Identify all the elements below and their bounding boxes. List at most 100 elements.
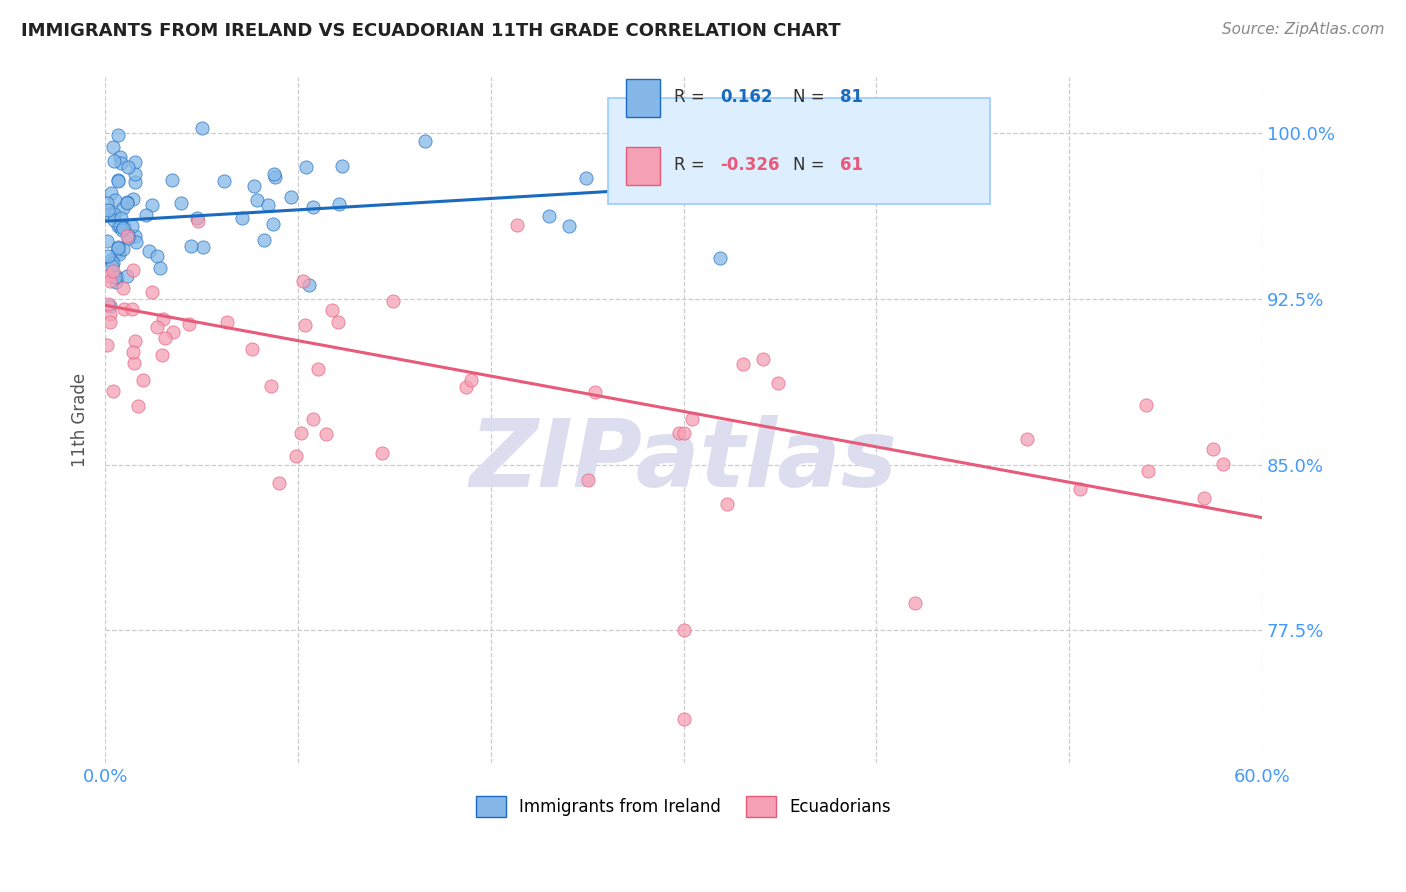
Point	[716, 497, 738, 511]
Point	[575, 171, 598, 186]
Point	[295, 160, 318, 174]
Point	[330, 159, 353, 173]
Point	[104, 275, 127, 289]
Point	[149, 260, 172, 275]
Point	[321, 303, 343, 318]
Point	[96, 195, 118, 210]
Point	[162, 325, 184, 339]
Point	[681, 411, 703, 425]
Point	[101, 140, 124, 154]
Point	[152, 311, 174, 326]
Point	[280, 190, 302, 204]
Point	[103, 154, 125, 169]
Point	[673, 426, 696, 441]
Text: N =: N =	[793, 155, 831, 174]
Point	[111, 281, 134, 295]
Point	[103, 255, 125, 269]
Point	[98, 307, 121, 321]
Point	[264, 169, 287, 184]
Point	[1069, 482, 1091, 496]
Point	[1192, 491, 1215, 505]
Text: IMMIGRANTS FROM IRELAND VS ECUADORIAN 11TH GRADE CORRELATION CHART: IMMIGRANTS FROM IRELAND VS ECUADORIAN 11…	[21, 22, 841, 40]
Point	[187, 214, 209, 228]
Point	[170, 196, 193, 211]
Point	[110, 150, 132, 164]
Point	[328, 196, 350, 211]
FancyBboxPatch shape	[626, 147, 661, 186]
Point	[1017, 432, 1039, 446]
Point	[124, 334, 146, 348]
Point	[97, 202, 120, 217]
Point	[668, 426, 690, 441]
Point	[103, 207, 125, 221]
Text: 81: 81	[839, 87, 863, 105]
Point	[733, 357, 755, 371]
Point	[624, 122, 647, 136]
Point	[117, 228, 139, 243]
Point	[138, 244, 160, 258]
Point	[112, 302, 135, 317]
Point	[1202, 442, 1225, 457]
FancyBboxPatch shape	[609, 98, 990, 204]
Point	[269, 476, 291, 491]
Point	[243, 178, 266, 193]
Point	[285, 449, 308, 463]
Point	[96, 338, 118, 352]
Point	[672, 712, 695, 726]
Point	[131, 373, 153, 387]
Point	[111, 201, 134, 215]
Point	[110, 156, 132, 170]
Point	[558, 219, 581, 233]
Point	[121, 219, 143, 233]
Point	[262, 217, 284, 231]
Point	[302, 412, 325, 426]
Point	[98, 299, 121, 313]
Point	[111, 242, 134, 256]
Point	[328, 315, 350, 329]
Point	[124, 175, 146, 189]
Point	[290, 426, 312, 441]
Point	[117, 231, 139, 245]
Point	[382, 294, 405, 309]
Point	[122, 345, 145, 359]
Text: -0.326: -0.326	[720, 155, 780, 174]
Point	[115, 269, 138, 284]
Point	[122, 263, 145, 277]
Point	[115, 195, 138, 210]
Point	[146, 320, 169, 334]
Point	[256, 198, 278, 212]
Point	[101, 259, 124, 273]
Text: Source: ZipAtlas.com: Source: ZipAtlas.com	[1222, 22, 1385, 37]
Point	[115, 229, 138, 244]
Point	[152, 348, 174, 362]
Point	[371, 446, 394, 460]
Point	[307, 362, 329, 376]
Point	[103, 384, 125, 399]
Point	[215, 315, 238, 329]
Point	[153, 331, 176, 345]
Point	[127, 399, 149, 413]
Point	[766, 376, 789, 390]
Point	[1135, 398, 1157, 412]
Point	[460, 373, 482, 387]
Point	[97, 249, 120, 263]
FancyBboxPatch shape	[626, 79, 661, 117]
Point	[121, 302, 143, 317]
Point	[260, 379, 283, 393]
Point	[111, 222, 134, 236]
Point	[124, 155, 146, 169]
Text: 61: 61	[839, 155, 863, 174]
Point	[100, 186, 122, 201]
Point	[141, 285, 163, 299]
Point	[121, 192, 143, 206]
Point	[146, 249, 169, 263]
Point	[904, 596, 927, 610]
Point	[291, 274, 314, 288]
Point	[538, 210, 561, 224]
Point	[115, 196, 138, 211]
Point	[751, 351, 773, 366]
Point	[191, 121, 214, 136]
Point	[610, 178, 633, 192]
Point	[105, 244, 128, 259]
Point	[104, 194, 127, 208]
